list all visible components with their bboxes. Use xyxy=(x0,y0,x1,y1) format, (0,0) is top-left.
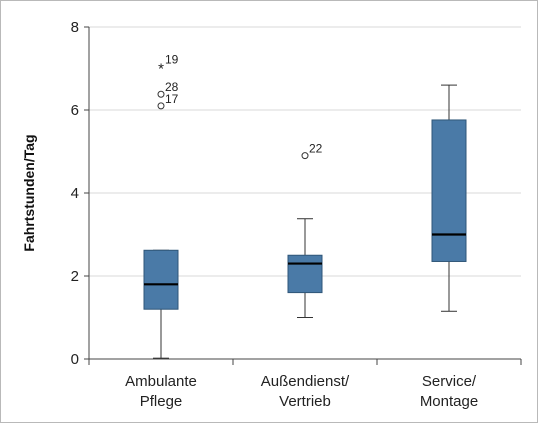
y-axis-title: Fahrtstunden/Tag xyxy=(21,134,37,251)
outlier-label: 22 xyxy=(309,142,323,156)
outlier-marker xyxy=(301,152,309,160)
y-tick-label: 6 xyxy=(71,102,79,119)
x-category-label-line: Montage xyxy=(420,393,478,410)
outlier-marker xyxy=(157,90,165,98)
y-tick-label: 8 xyxy=(71,19,79,36)
extreme-outlier-marker: * xyxy=(158,60,164,77)
outlier-label: 17 xyxy=(165,92,179,106)
x-category-label: Außendienst/Vertrieb xyxy=(261,373,350,410)
y-axis-ticks: 0 2 4 6 8 xyxy=(71,19,89,368)
box-group xyxy=(431,84,467,312)
x-category-label-line: Service/ xyxy=(422,373,477,390)
x-category-label: Service/Montage xyxy=(420,373,478,410)
box xyxy=(143,249,179,310)
y-tick-label: 2 xyxy=(71,268,79,285)
box xyxy=(287,254,323,294)
outlier-label: 19 xyxy=(165,52,179,66)
x-category-label-line: Vertrieb xyxy=(279,393,331,410)
outlier-label: 28 xyxy=(165,80,179,94)
x-category-label-line: Außendienst/ xyxy=(261,373,350,390)
y-tick-label: 4 xyxy=(71,185,79,202)
x-axis-category-labels: Ambulante Pflege Außendienst/Vertrieb Servi… xyxy=(125,373,478,410)
box xyxy=(431,119,467,262)
x-category-label-line: Ambulante xyxy=(125,373,197,390)
x-category-label-line: Pflege xyxy=(140,393,183,410)
outlier-marker xyxy=(157,102,165,110)
box-group: 22 xyxy=(287,142,323,318)
y-tick-label: 0 xyxy=(71,351,79,368)
x-category-label: Ambulante Pflege xyxy=(125,373,197,410)
